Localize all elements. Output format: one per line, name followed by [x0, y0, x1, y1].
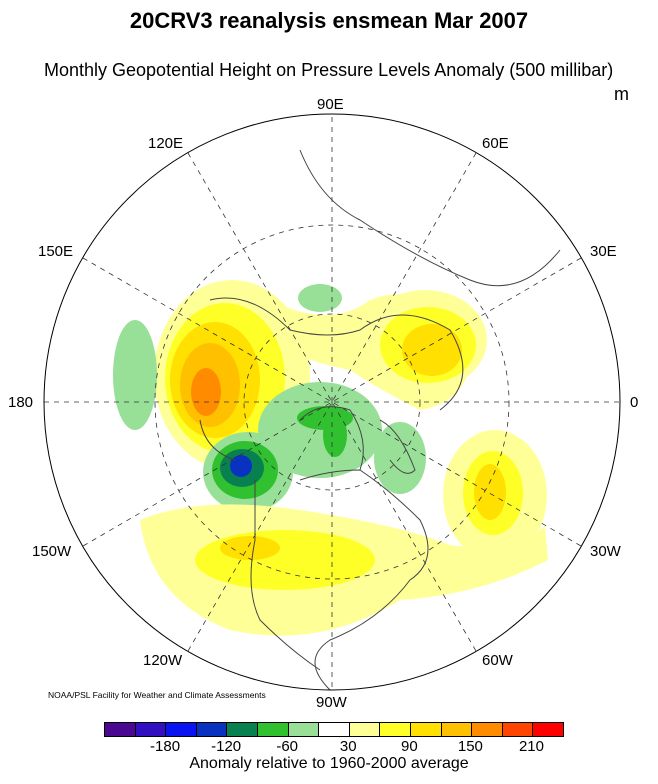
figure-subtitle: Monthly Geopotential Height on Pressure … — [44, 60, 614, 80]
colorbar-swatch — [380, 723, 411, 736]
credit-text: NOAA/PSL Facility for Weather and Climat… — [48, 690, 266, 700]
colorbar-swatch — [472, 723, 503, 736]
colorbar-swatch — [349, 723, 381, 736]
anomaly-region — [323, 413, 347, 457]
anomaly-region — [230, 455, 252, 477]
colorbar-tick-label: -180 — [150, 738, 181, 755]
lon-label: 180 — [8, 394, 34, 411]
colorbar-swatch — [533, 723, 563, 736]
lon-label: 90W — [316, 694, 347, 711]
anomaly-region — [113, 320, 157, 430]
figure-title: 20CRV3 reanalysis ensmean Mar 2007 — [129, 8, 529, 33]
colorbar-swatch — [319, 723, 350, 736]
colorbar-swatch — [257, 723, 289, 736]
anomaly-region — [220, 536, 280, 560]
lon-label: 120W — [143, 652, 183, 669]
anomaly-region — [402, 324, 462, 376]
map-boundary — [43, 113, 621, 691]
anomaly-region — [191, 368, 221, 416]
anomaly-region — [195, 530, 375, 590]
anomaly-region — [474, 464, 506, 520]
lon-label: 120E — [148, 135, 184, 152]
colorbar-tick-label: 150 — [457, 738, 483, 755]
anomaly-region — [258, 382, 382, 478]
colorbar-tick-label: 30 — [339, 738, 357, 755]
colorbar-swatch — [410, 723, 442, 736]
lon-label: 90E — [317, 96, 344, 113]
lon-label: 150E — [38, 243, 74, 260]
colorbar-tick-label: 210 — [518, 738, 544, 755]
lon-label: 0 — [630, 394, 639, 411]
colorbar — [104, 722, 564, 737]
lon-label: 30E — [590, 243, 617, 260]
coastlines — [199, 149, 561, 690]
colorbar-swatch — [502, 723, 534, 736]
graticule — [44, 114, 620, 690]
lon-label: 30W — [590, 543, 621, 560]
colorbar-swatch — [441, 723, 473, 736]
colorbar-swatch — [135, 723, 167, 736]
lon-label: 150W — [32, 543, 72, 560]
colorbar-swatch — [105, 723, 136, 736]
colorbar-tick-label: -60 — [276, 738, 299, 755]
lon-label: 60W — [482, 652, 513, 669]
lon-label: 60E — [482, 135, 509, 152]
colorbar-swatch — [166, 723, 197, 736]
units-label: m — [614, 84, 629, 104]
colorbar-swatch — [227, 723, 258, 736]
colorbar-title: Anomaly relative to 1960-2000 average — [189, 755, 469, 772]
anomaly-region — [298, 284, 342, 312]
colorbar-tick-label: 90 — [400, 738, 418, 755]
anomaly-contours — [113, 280, 548, 636]
colorbar-swatch — [288, 723, 320, 736]
colorbar-tick-label: -120 — [211, 738, 242, 755]
colorbar-swatch — [196, 723, 228, 736]
